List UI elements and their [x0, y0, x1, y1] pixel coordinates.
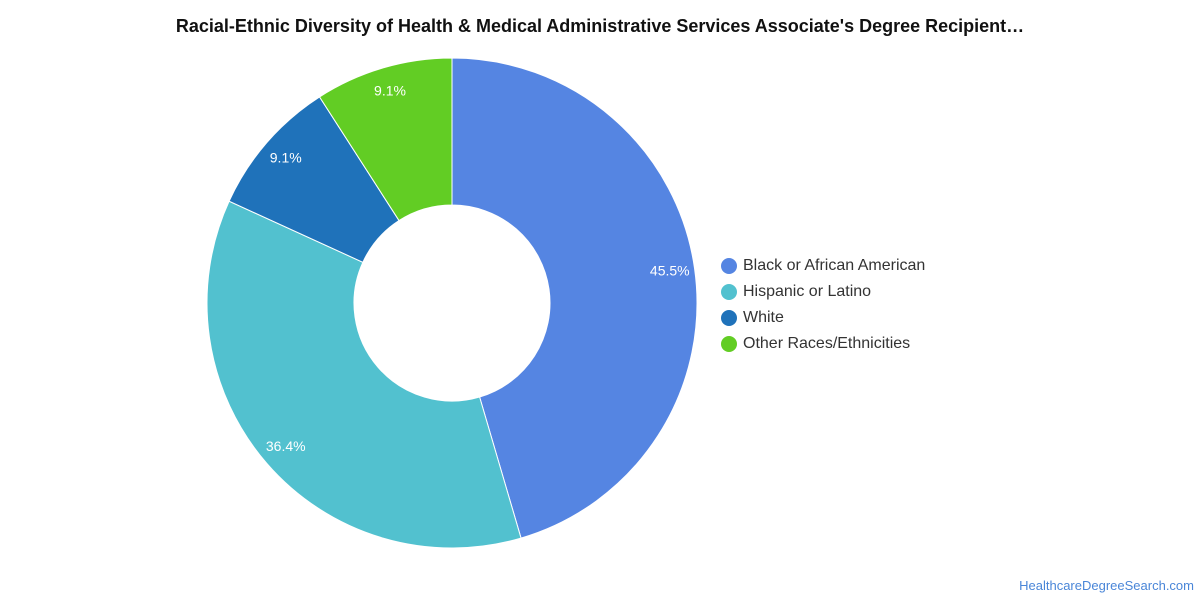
slice-black-or-african-american[interactable] [451, 57, 698, 539]
legend-swatch [721, 336, 737, 352]
legend-label: Other Races/Ethnicities [743, 335, 911, 352]
slice-labels-group: 45.5% 36.4% 9.1% 9.1% [266, 83, 690, 454]
slice-label-white: 9.1% [270, 150, 302, 166]
source-link[interactable]: HealthcareDegreeSearch.com [1019, 578, 1194, 593]
legend-label: White [743, 309, 784, 326]
slice-label-other-races-ethnicities: 9.1% [374, 83, 406, 99]
legend-item-hispanic-or-latino[interactable]: Hispanic or Latino [721, 279, 925, 305]
slice-label-black-or-african-american: 45.5% [650, 262, 690, 278]
legend-swatch [721, 284, 737, 300]
legend-label: Hispanic or Latino [743, 283, 872, 300]
slice-other-races-ethnicities[interactable] [318, 57, 453, 222]
legend-swatch [721, 310, 737, 326]
legend-item-other-races-ethnicities[interactable]: Other Races/Ethnicities [721, 331, 925, 357]
slice-hispanic-or-latino[interactable] [206, 200, 522, 549]
slice-label-hispanic-or-latino: 36.4% [266, 438, 306, 454]
chart-title: Racial-Ethnic Diversity of Health & Medi… [175, 16, 1025, 36]
legend: Black or African American Hispanic or La… [721, 253, 925, 357]
slices-group [206, 57, 698, 549]
legend-item-black-or-african-american[interactable]: Black or African American [721, 253, 925, 279]
legend-label: Black or African American [743, 257, 926, 274]
legend-swatch [721, 258, 737, 274]
legend-item-white[interactable]: White [721, 305, 925, 331]
